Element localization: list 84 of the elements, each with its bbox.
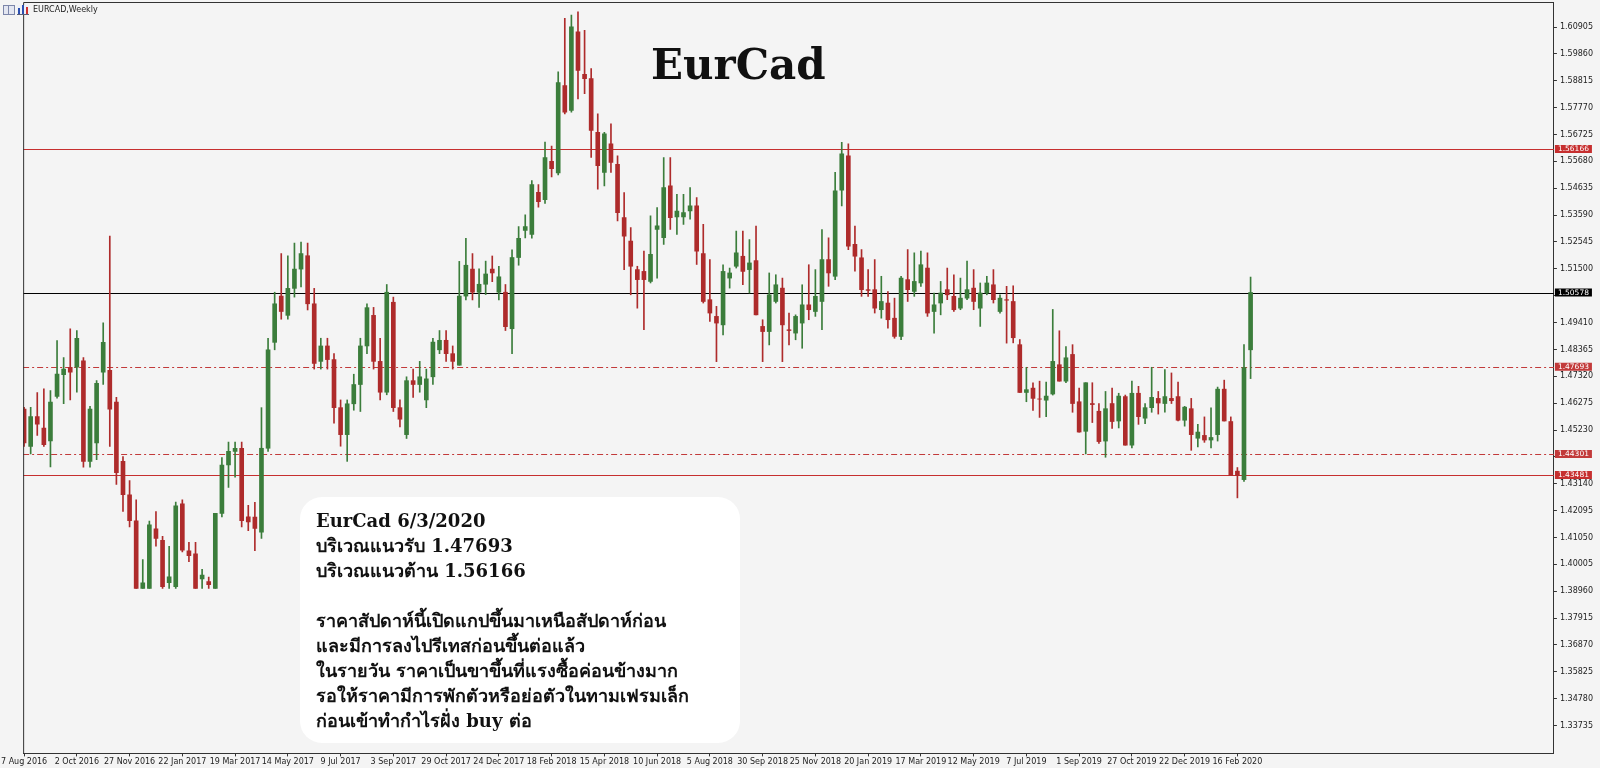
x-tick-label: 27 Oct 2019 bbox=[1107, 757, 1157, 767]
y-tick-label: 1.47320 bbox=[1559, 371, 1594, 381]
annotation: ก่อนเข้าทำกำไรฝั่ง buy ต่อ bbox=[316, 708, 532, 731]
annotation: ราคาสัปดาห์นี้เปิดแกปขึ้นมาเหนือสัปดาห์ก่อน bbox=[316, 607, 667, 631]
x-tick-label: 20 Jan 2019 bbox=[844, 757, 893, 767]
annotation: บริเวณแนวรับ 1.47693 bbox=[316, 535, 513, 556]
annotation: EurCad 6/3/2020 bbox=[316, 510, 486, 531]
x-tick-label: 27 Nov 2016 bbox=[103, 757, 156, 767]
chart-subtitle: EURCAD,Weekly bbox=[33, 5, 98, 15]
y-tick-label: 1.42095 bbox=[1559, 505, 1594, 515]
y-tick-label: 1.37915 bbox=[1559, 613, 1594, 623]
x-tick-label: 15 Apr 2018 bbox=[579, 757, 630, 767]
candlestick bbox=[107, 235, 113, 447]
x-tick-label: 16 Feb 2020 bbox=[1212, 757, 1263, 767]
candlestick bbox=[140, 559, 146, 589]
y-tick-label: 1.43140 bbox=[1559, 478, 1594, 488]
annotation: และมีการลงไปรีเทสก่อนขึ้นต่อแล้ว bbox=[316, 632, 585, 656]
candlestick bbox=[944, 267, 950, 301]
candlestick bbox=[911, 252, 917, 297]
x-tick-label: 5 Aug 2018 bbox=[686, 757, 733, 767]
x-tick-label: 9 Jul 2017 bbox=[320, 757, 361, 767]
y-tick-label: 1.33735 bbox=[1559, 720, 1594, 730]
x-tick-label: 17 Mar 2019 bbox=[895, 757, 947, 767]
candlestick bbox=[1043, 381, 1049, 417]
y-tick-label: 1.60905 bbox=[1559, 22, 1594, 32]
x-tick-label: 1 Sep 2019 bbox=[1056, 757, 1102, 767]
y-tick-label: 1.34780 bbox=[1559, 693, 1594, 703]
y-tick-label: 1.35825 bbox=[1559, 666, 1594, 676]
y-tick-label: 1.58815 bbox=[1559, 75, 1594, 85]
x-tick-label: 14 May 2017 bbox=[261, 757, 314, 767]
candlestick bbox=[878, 275, 884, 319]
y-tick-label: 1.40005 bbox=[1559, 559, 1594, 569]
candlestick bbox=[232, 441, 238, 478]
candlestick bbox=[1155, 391, 1161, 415]
candlestick bbox=[865, 269, 871, 297]
x-tick-label: 12 May 2019 bbox=[947, 757, 1000, 767]
y-tick-label: 1.45230 bbox=[1559, 425, 1594, 435]
y-tick-label: 1.52545 bbox=[1559, 237, 1594, 247]
y-tick-label: 1.53590 bbox=[1559, 210, 1594, 220]
y-tick-label: 1.38960 bbox=[1559, 586, 1594, 596]
x-tick-label: 10 Jun 2018 bbox=[633, 757, 682, 767]
candlestick bbox=[786, 312, 792, 346]
y-tick-label: 1.57770 bbox=[1559, 102, 1594, 112]
x-tick-label: 19 Mar 2017 bbox=[209, 757, 261, 767]
annotation: รอให้ราคามีการพักตัวหรือย่อตัวในทามเฟรมเล็ก bbox=[316, 684, 689, 706]
x-tick-label: 7 Aug 2016 bbox=[1, 757, 48, 767]
x-tick-label: 3 Sep 2017 bbox=[370, 757, 417, 767]
candlestick bbox=[245, 505, 251, 532]
x-tick-label: 24 Dec 2017 bbox=[473, 757, 525, 767]
y-tick-label: 1.36870 bbox=[1559, 640, 1594, 649]
x-tick-label: 22 Jan 2017 bbox=[158, 757, 207, 767]
y-tick-label: 1.55680 bbox=[1559, 156, 1594, 166]
x-tick-label: 2 Oct 2016 bbox=[54, 757, 100, 767]
y-tick-label: 1.56725 bbox=[1559, 129, 1594, 139]
x-tick-label: 29 Oct 2017 bbox=[421, 757, 471, 767]
candlestick bbox=[166, 545, 172, 589]
x-tick-label: 30 Sep 2018 bbox=[737, 757, 788, 767]
candlestick bbox=[34, 392, 40, 436]
y-tick-label: 1.51500 bbox=[1559, 263, 1594, 273]
annotation: ในรายวัน ราคาเป็นขาขึ้นที่แรงซื้อค่อนข้างมาก bbox=[316, 657, 679, 681]
y-tick-label: 1.54635 bbox=[1559, 183, 1594, 193]
text: EurCad bbox=[651, 40, 826, 89]
x-tick-label: 18 Feb 2018 bbox=[526, 757, 577, 767]
x-tick-label: 25 Nov 2018 bbox=[789, 757, 841, 767]
candlestick bbox=[621, 192, 627, 270]
candlestick bbox=[806, 264, 812, 321]
y-tick-label: 1.48365 bbox=[1559, 344, 1594, 354]
y-tick-label: 1.49410 bbox=[1559, 317, 1594, 327]
x-tick-label: 7 Jul 2019 bbox=[1006, 757, 1047, 767]
y-tick-label: 1.46275 bbox=[1559, 398, 1594, 408]
y-tick-label: 1.41050 bbox=[1559, 532, 1594, 542]
candlestick bbox=[67, 328, 73, 401]
candlestick bbox=[1162, 369, 1168, 413]
candlestick bbox=[489, 255, 495, 283]
candlestick bbox=[410, 368, 416, 398]
annotation: บริเวณแนวต้าน 1.56166 bbox=[316, 560, 526, 581]
candlestick bbox=[1090, 382, 1095, 423]
candlestick bbox=[278, 253, 284, 320]
candlestick bbox=[931, 292, 937, 334]
y-tick-label: 1.59860 bbox=[1559, 49, 1594, 59]
candlestick bbox=[1149, 366, 1155, 413]
candlestick bbox=[476, 268, 482, 308]
x-tick-label: 22 Dec 2019 bbox=[1159, 757, 1211, 767]
candlestick bbox=[905, 249, 911, 302]
